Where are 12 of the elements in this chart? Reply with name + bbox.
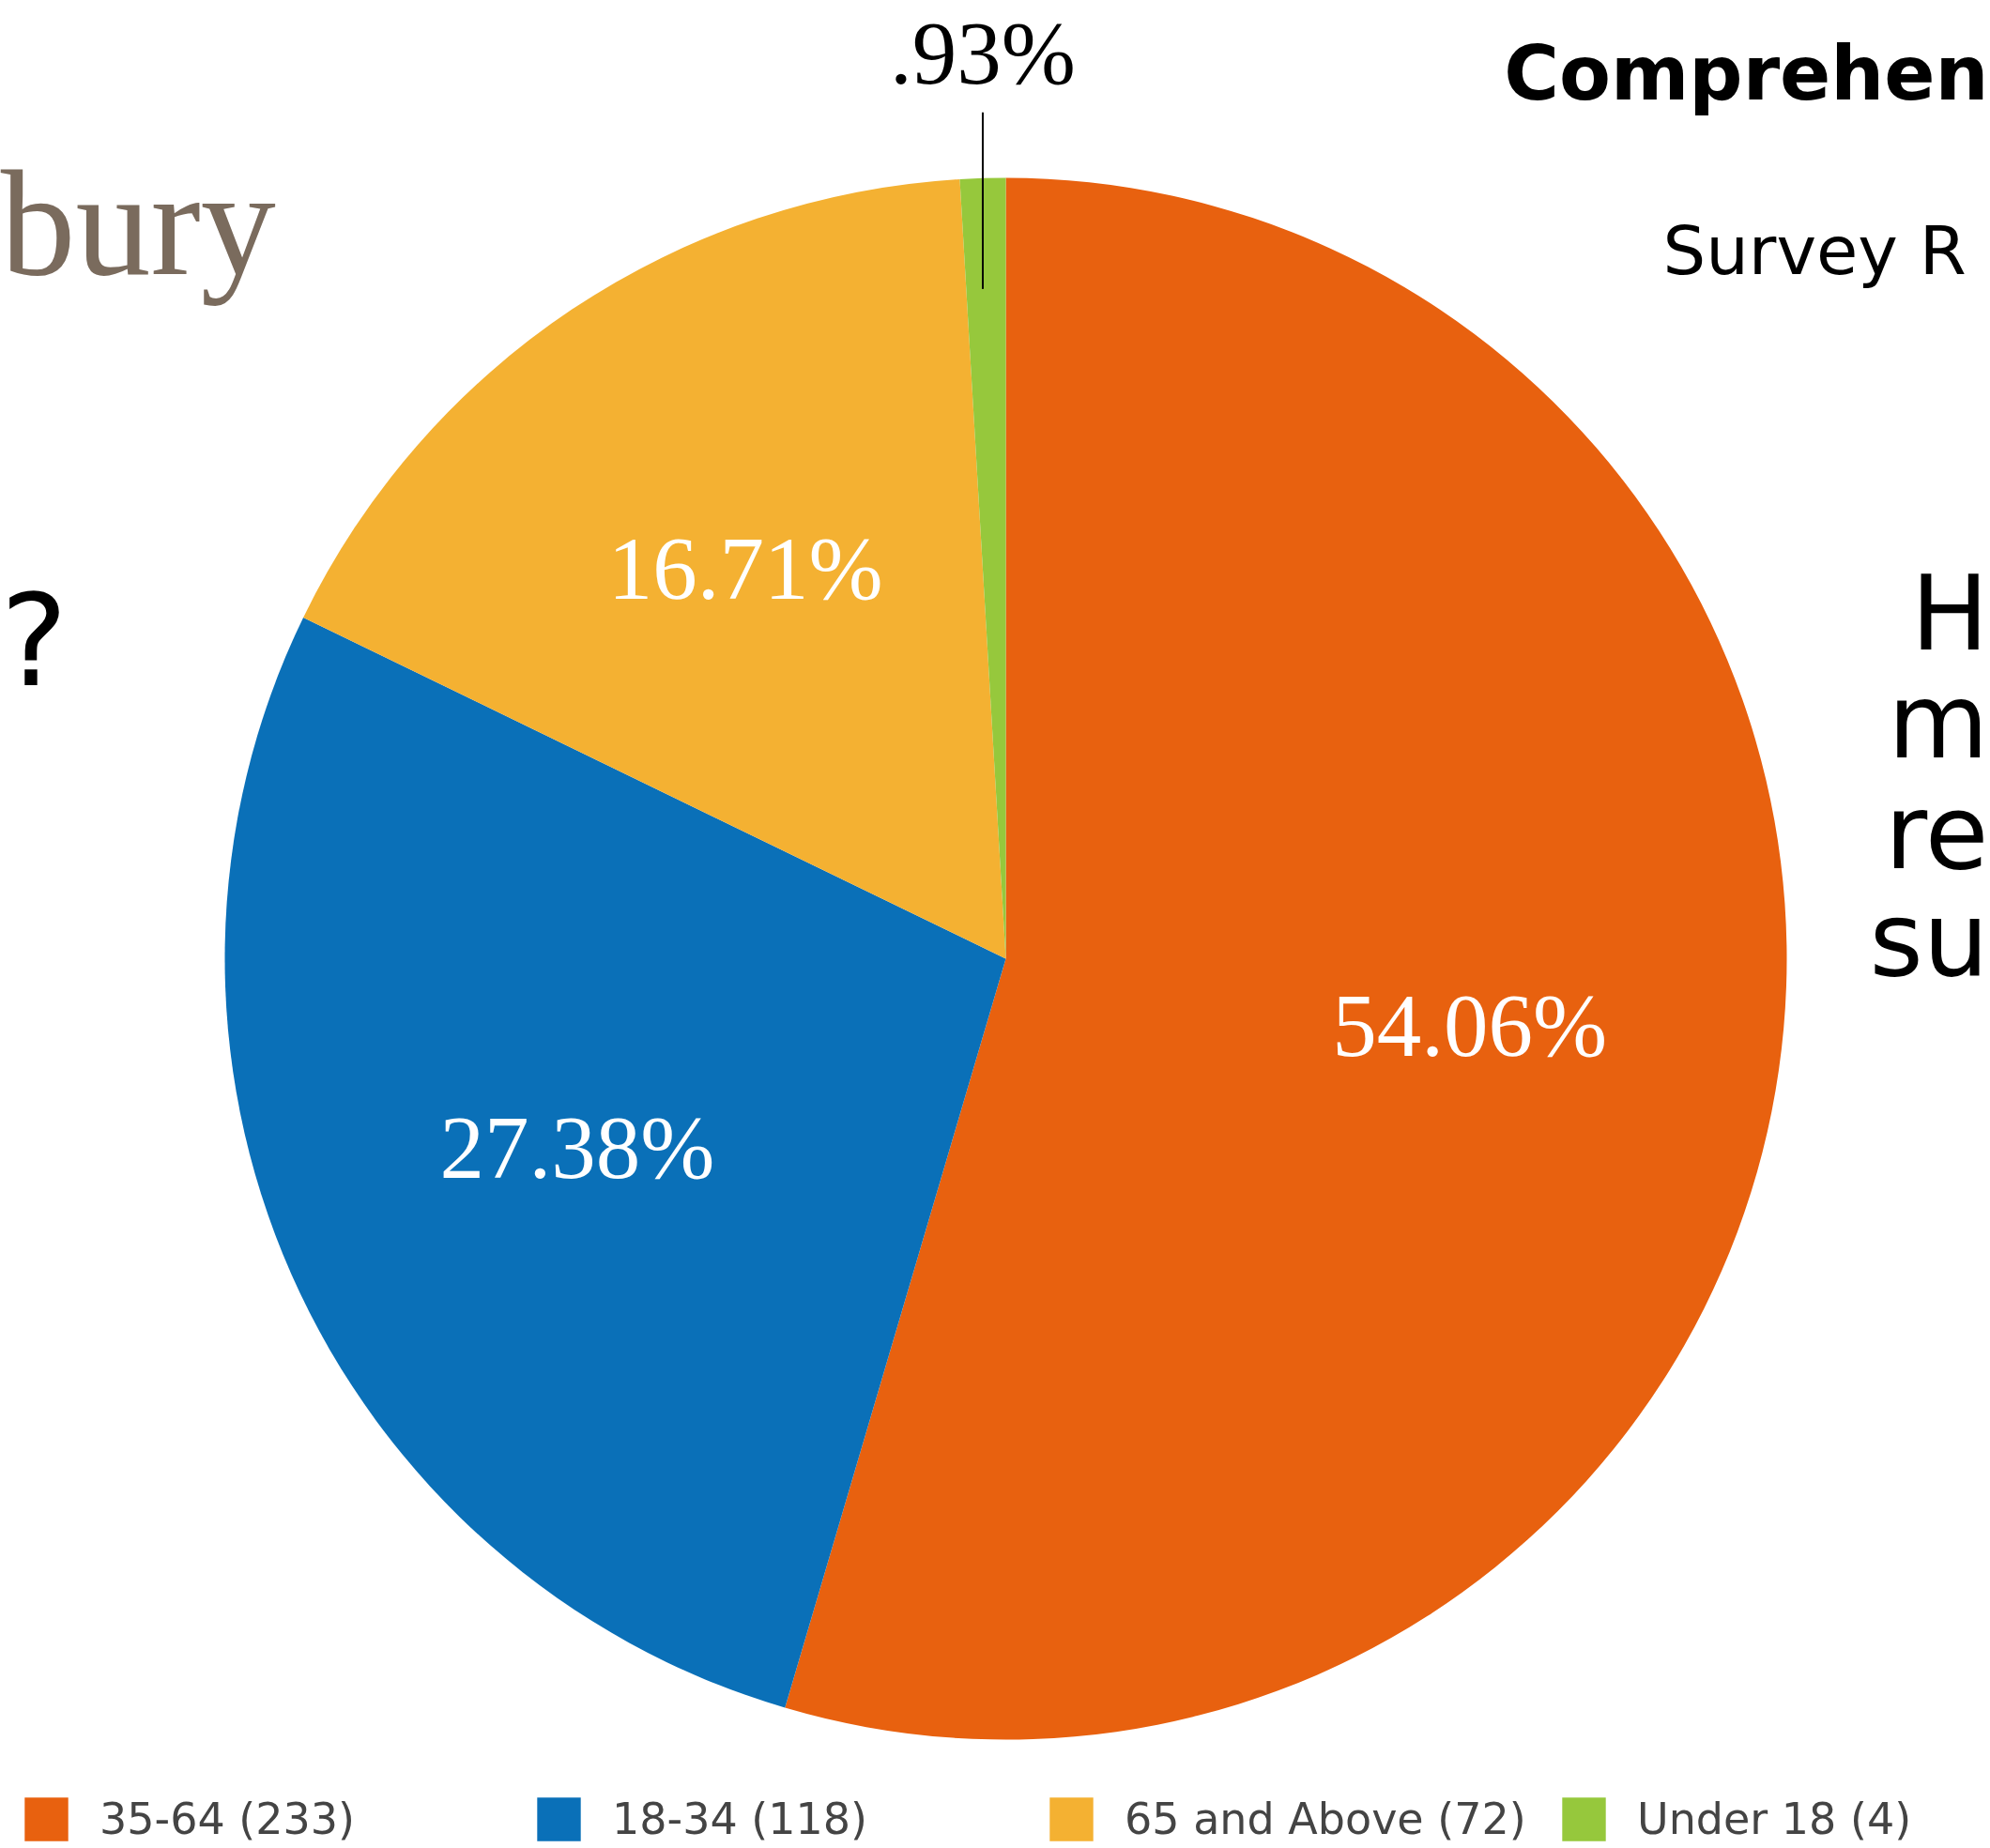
text: Survey R (1662, 210, 1967, 290)
text: Comprehen (1504, 30, 1989, 117)
text: ? (0, 568, 69, 715)
legend-label: 35-64 (233) (100, 1794, 356, 1844)
text: bury (0, 139, 276, 307)
legend-label: 65 and Above (72) (1125, 1794, 1527, 1844)
data-label: .93% (890, 3, 1076, 103)
legend-label: 18-34 (118) (612, 1794, 868, 1844)
data-label: 27.38% (439, 1098, 715, 1199)
legend-label: Under 18 (4) (1637, 1794, 1913, 1844)
data-label: 16.71% (607, 519, 883, 619)
data-label: 54.06% (1332, 975, 1608, 1076)
